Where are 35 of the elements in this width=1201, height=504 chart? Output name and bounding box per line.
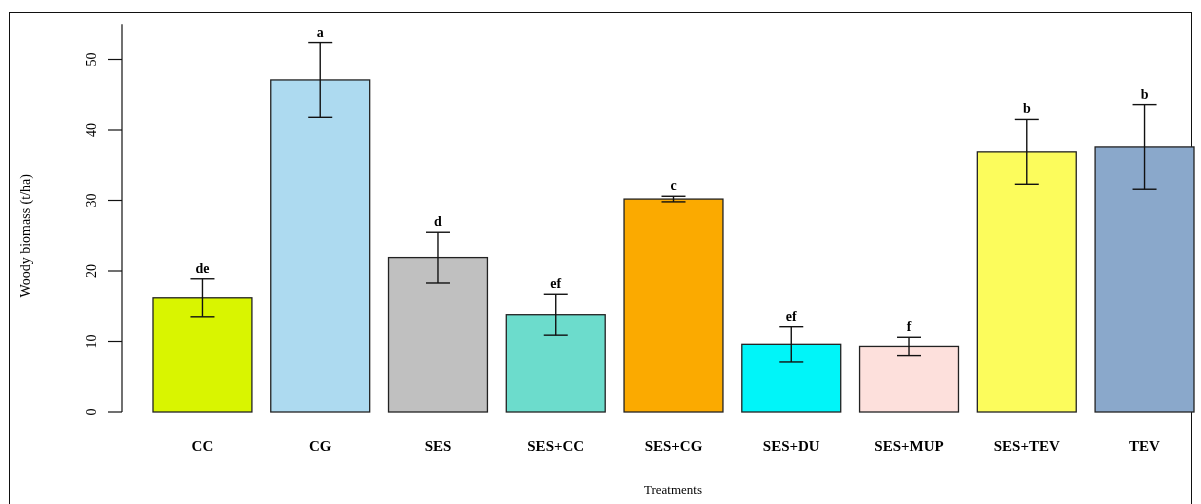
annotation: c [670,178,677,194]
y-tick-label: 50 [84,52,99,67]
bar [741,343,842,413]
x-tick-label: CC [191,438,214,454]
bar [976,151,1077,413]
annotation: de [195,260,210,276]
x-tick-label: TEV [1129,438,1161,454]
y-tick-label: 10 [84,334,99,349]
x-tick-label: SES+CG [644,438,703,454]
bar [1094,146,1195,413]
annotation: a [316,24,324,40]
annotation: f [906,319,912,335]
annotation: ef [550,276,562,292]
annotation: b [1140,86,1149,102]
x-axis-title: Treatments [643,482,703,497]
bar [505,314,606,413]
bar [858,345,960,413]
annotation: ef [785,308,798,324]
x-tick-label: SES+MUP [874,438,944,454]
x-tick-label: CG [308,438,332,454]
bar [387,256,489,413]
y-tick-label: 40 [84,123,99,137]
y-axis-title: Woody biomass (t/ha) [18,173,34,298]
y-tick-label: 0 [84,408,99,416]
y-tick-label: 30 [84,193,99,208]
annotation: b [1022,101,1031,117]
x-tick-label: SES+CC [527,438,585,454]
bar [270,79,371,413]
x-tick-label: SES+DU [762,438,820,454]
y-tick-label: 20 [84,264,99,278]
x-tick-label: SES+TEV [993,438,1060,454]
x-tick-label: SES [424,438,452,454]
annotation: d [434,214,443,230]
bar [623,198,724,413]
bar [152,297,253,413]
